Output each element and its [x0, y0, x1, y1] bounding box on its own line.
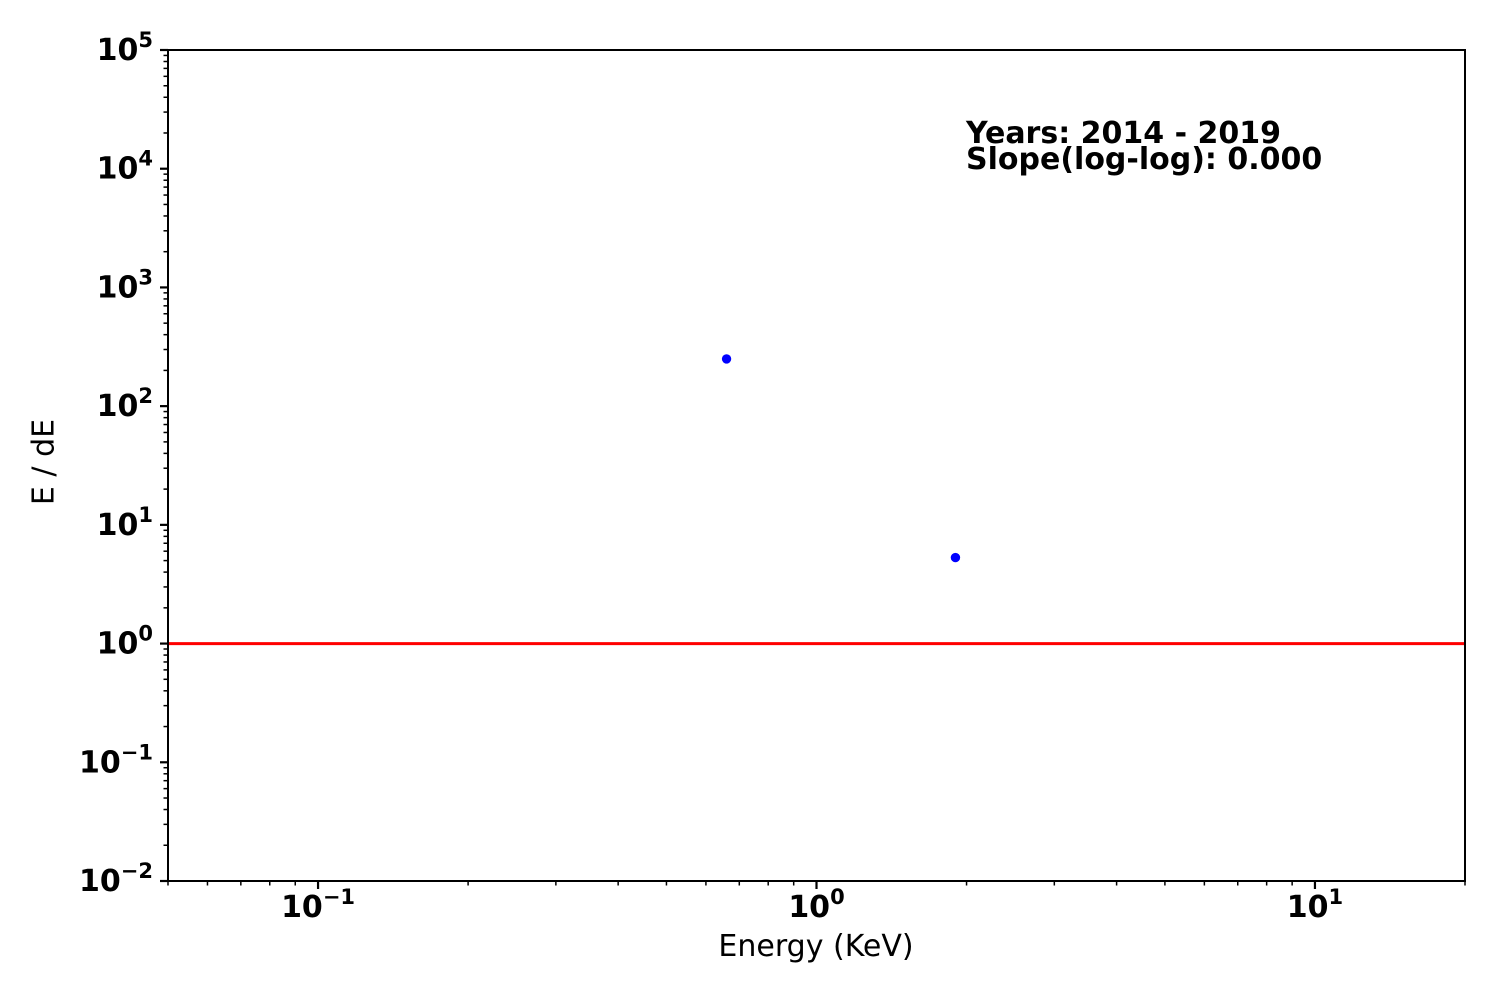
y-tick-label: 103: [97, 265, 153, 305]
annotation-years: Years: 2014 - 2019: [966, 116, 1281, 151]
x-tick-label: 101: [1287, 885, 1343, 925]
annotation: Years: 2014 - 2019 Slope(log-log): 0.000: [966, 116, 1323, 177]
x-tick-label: 10−1: [281, 885, 355, 925]
y-tick-label: 105: [97, 28, 153, 68]
y-tick-label: 10−1: [79, 740, 153, 780]
data-point: [950, 552, 961, 563]
y-tick-label: 10−2: [79, 859, 153, 899]
data-point: [721, 354, 732, 364]
annotation-slope: Slope(log-log): 0.000: [966, 142, 1323, 177]
y-tick-label: 102: [97, 384, 153, 424]
y-tick-label: 101: [97, 503, 153, 543]
y-tick-label: 104: [97, 147, 153, 187]
y-tick-label: 100: [97, 622, 153, 662]
x-tick-label: 100: [788, 885, 844, 925]
x-axis-label: Energy (KeV): [718, 929, 914, 964]
y-axis-label: E / dE: [26, 418, 62, 506]
